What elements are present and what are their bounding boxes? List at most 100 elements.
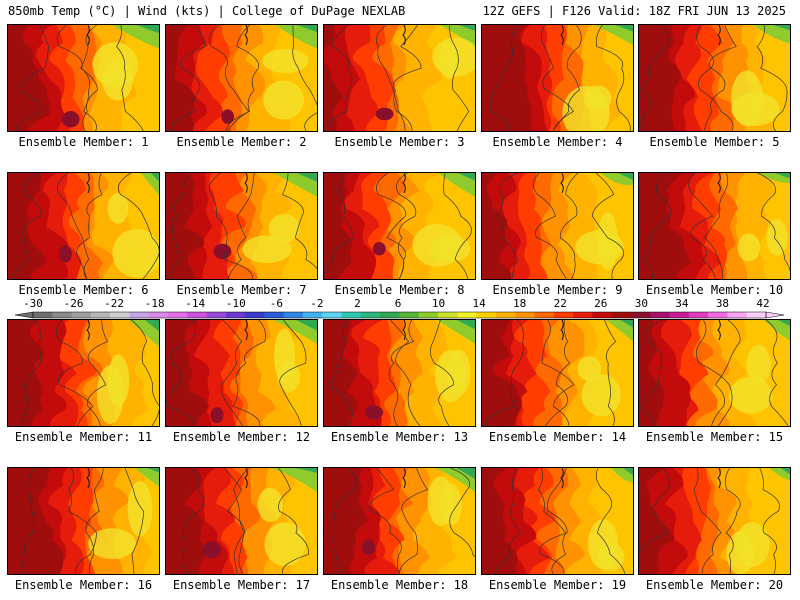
colorbar-segment-21	[438, 312, 458, 318]
colorbar-segment-4	[110, 312, 130, 318]
colorbar-segment-23	[476, 312, 497, 318]
ensemble-panel-1	[7, 24, 160, 132]
colorbar-right-arrow	[765, 311, 785, 319]
colorbar-tick-label: 26	[594, 297, 607, 310]
ensemble-label-13: Ensemble Member: 13	[330, 430, 469, 444]
colorbar-tick-label: -18	[145, 297, 165, 310]
map-header-left: 850mb Temp (°C) | Wind (kts) | College o…	[8, 4, 406, 18]
colorbar-tick-label: -30	[23, 297, 43, 310]
ensemble-panel-16	[7, 467, 160, 575]
colorbar-tick-label: -2	[310, 297, 323, 310]
colorbar-segment-1	[52, 312, 73, 318]
ensemble-label-1: Ensemble Member: 1	[18, 135, 149, 149]
ensemble-label-9: Ensemble Member: 9	[492, 283, 623, 297]
ensemble-panel-19	[481, 467, 634, 575]
temperature-colorbar: -30 -26 -22 -18 -14 -10 -6 -2 2 6 10 14 18 22 26 30 34 38…	[14, 297, 785, 319]
colorbar-segment-27	[553, 312, 574, 318]
ensemble-label-2: Ensemble Member: 2	[176, 135, 307, 149]
ensemble-panel-20	[638, 467, 791, 575]
colorbar-segment-6	[148, 312, 169, 318]
ensemble-label-18: Ensemble Member: 18	[330, 578, 469, 592]
colorbar-segment-3	[90, 312, 111, 318]
colorbar-tick-label: -14	[185, 297, 205, 310]
colorbar-segment-29	[592, 312, 613, 318]
ensemble-panel-6	[7, 172, 160, 280]
map-header-right: 12Z GEFS | F126 Valid: 18Z FRI JUN 13 20…	[482, 4, 786, 18]
ensemble-panel-17	[165, 467, 318, 575]
ensemble-panel-7	[165, 172, 318, 280]
ensemble-panel-18	[323, 467, 476, 575]
colorbar-segment-24	[495, 312, 516, 318]
colorbar-tick-label: -22	[104, 297, 124, 310]
colorbar-segment-19	[399, 312, 420, 318]
colorbar-segment-0	[33, 312, 53, 318]
colorbar-left-arrow	[14, 311, 34, 319]
colorbar-segment-31	[630, 312, 651, 318]
colorbar-segment-7	[168, 312, 188, 318]
ensemble-label-15: Ensemble Member: 15	[645, 430, 784, 444]
ensemble-panel-9	[481, 172, 634, 280]
colorbar-segment-2	[71, 312, 92, 318]
ensemble-label-7: Ensemble Member: 7	[176, 283, 307, 297]
ensemble-panel-5	[638, 24, 791, 132]
colorbar-tick-label: 34	[675, 297, 689, 310]
ensemble-label-16: Ensemble Member: 16	[14, 578, 153, 592]
colorbar-tick-label: 18	[513, 297, 526, 310]
ensemble-label-8: Ensemble Member: 8	[334, 283, 465, 297]
colorbar-outline	[32, 311, 767, 319]
ensemble-label-3: Ensemble Member: 3	[334, 135, 465, 149]
colorbar-segment-20	[418, 312, 439, 318]
colorbar-segment-5	[129, 312, 150, 318]
colorbar-segment-22	[457, 312, 478, 318]
colorbar-segment-15	[322, 312, 343, 318]
colorbar-tick-label: 38	[716, 297, 729, 310]
colorbar-tick-label: -6	[270, 297, 283, 310]
colorbar-segment-32	[650, 312, 671, 318]
ensemble-panel-15	[638, 319, 791, 427]
colorbar-segment-17	[360, 312, 381, 318]
colorbar-tick-label: 30	[635, 297, 648, 310]
colorbar-segment-26	[534, 312, 555, 318]
colorbar-segment-9	[206, 312, 227, 318]
ensemble-panel-2	[165, 24, 318, 132]
ensemble-panel-11	[7, 319, 160, 427]
ensemble-label-5: Ensemble Member: 5	[649, 135, 780, 149]
colorbar-segment-36	[727, 312, 748, 318]
ensemble-label-10: Ensemble Member: 10	[645, 283, 784, 297]
colorbar-segment-12	[264, 312, 285, 318]
ensemble-panel-13	[323, 319, 476, 427]
colorbar-segment-18	[380, 312, 400, 318]
ensemble-panel-4	[481, 24, 634, 132]
colorbar-segment-35	[708, 312, 728, 318]
colorbar-segment-13	[283, 312, 304, 318]
colorbar-segment-14	[303, 312, 323, 318]
ensemble-label-19: Ensemble Member: 19	[488, 578, 627, 592]
ensemble-panel-14	[481, 319, 634, 427]
ensemble-label-14: Ensemble Member: 14	[488, 430, 627, 444]
colorbar-tick-label: 42	[756, 297, 769, 310]
colorbar-segment-16	[341, 312, 362, 318]
ensemble-label-11: Ensemble Member: 11	[14, 430, 153, 444]
ensemble-label-20: Ensemble Member: 20	[645, 578, 784, 592]
ensemble-label-17: Ensemble Member: 17	[172, 578, 311, 592]
ensemble-panel-3	[323, 24, 476, 132]
ensemble-label-4: Ensemble Member: 4	[492, 135, 623, 149]
colorbar-tick-label: -26	[64, 297, 84, 310]
ensemble-panel-10	[638, 172, 791, 280]
colorbar-segment-28	[573, 312, 593, 318]
colorbar-tick-label: 22	[554, 297, 567, 310]
colorbar-segment-10	[225, 312, 246, 318]
ensemble-label-12: Ensemble Member: 12	[172, 430, 311, 444]
colorbar-segment-25	[515, 312, 536, 318]
colorbar-tick-label: -10	[226, 297, 246, 310]
ensemble-label-6: Ensemble Member: 6	[18, 283, 149, 297]
colorbar-segment-34	[688, 312, 709, 318]
colorbar-segment-37	[746, 312, 767, 318]
colorbar-segment-30	[611, 312, 632, 318]
colorbar-segment-33	[669, 312, 690, 318]
colorbar-segment-11	[245, 312, 265, 318]
colorbar-tick-label: 6	[395, 297, 402, 310]
colorbar-tick-label: 14	[472, 297, 486, 310]
colorbar-tick-label: 10	[432, 297, 445, 310]
colorbar-tick-label: 2	[354, 297, 361, 310]
